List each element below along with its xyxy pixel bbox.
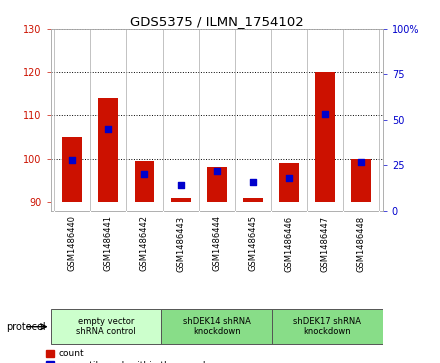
Text: empty vector
shRNA control: empty vector shRNA control (76, 317, 136, 337)
Title: GDS5375 / ILMN_1754102: GDS5375 / ILMN_1754102 (130, 15, 304, 28)
Text: GSM1486442: GSM1486442 (140, 215, 149, 272)
Text: GSM1486446: GSM1486446 (284, 215, 293, 272)
Text: shDEK17 shRNA
knockdown: shDEK17 shRNA knockdown (293, 317, 361, 337)
FancyBboxPatch shape (272, 309, 383, 344)
Bar (171, 197, 191, 202)
Text: GSM1486448: GSM1486448 (357, 215, 366, 272)
Text: protocol: protocol (7, 322, 46, 332)
Bar (135, 161, 154, 202)
Point (69, 157, 76, 163)
Bar (351, 159, 371, 202)
FancyBboxPatch shape (161, 309, 272, 344)
Text: GSM1486441: GSM1486441 (104, 215, 113, 272)
FancyBboxPatch shape (51, 309, 161, 344)
Text: GSM1486443: GSM1486443 (176, 215, 185, 272)
Bar (315, 72, 335, 202)
Point (105, 126, 112, 132)
Point (249, 179, 257, 184)
Text: GSM1486445: GSM1486445 (248, 215, 257, 272)
Bar (243, 197, 263, 202)
Legend: count, percentile rank within the sample: count, percentile rank within the sample (46, 349, 211, 363)
Text: GSM1486440: GSM1486440 (68, 215, 77, 272)
Text: shDEK14 shRNA
knockdown: shDEK14 shRNA knockdown (183, 317, 251, 337)
Bar (99, 98, 118, 202)
Point (286, 175, 293, 181)
Point (358, 159, 365, 164)
Bar (62, 137, 82, 202)
Point (322, 111, 329, 117)
Text: GSM1486447: GSM1486447 (320, 215, 330, 272)
Point (177, 182, 184, 188)
Point (141, 171, 148, 177)
Point (213, 168, 220, 174)
Bar (279, 163, 299, 202)
Text: GSM1486444: GSM1486444 (212, 215, 221, 272)
Bar (207, 167, 227, 202)
